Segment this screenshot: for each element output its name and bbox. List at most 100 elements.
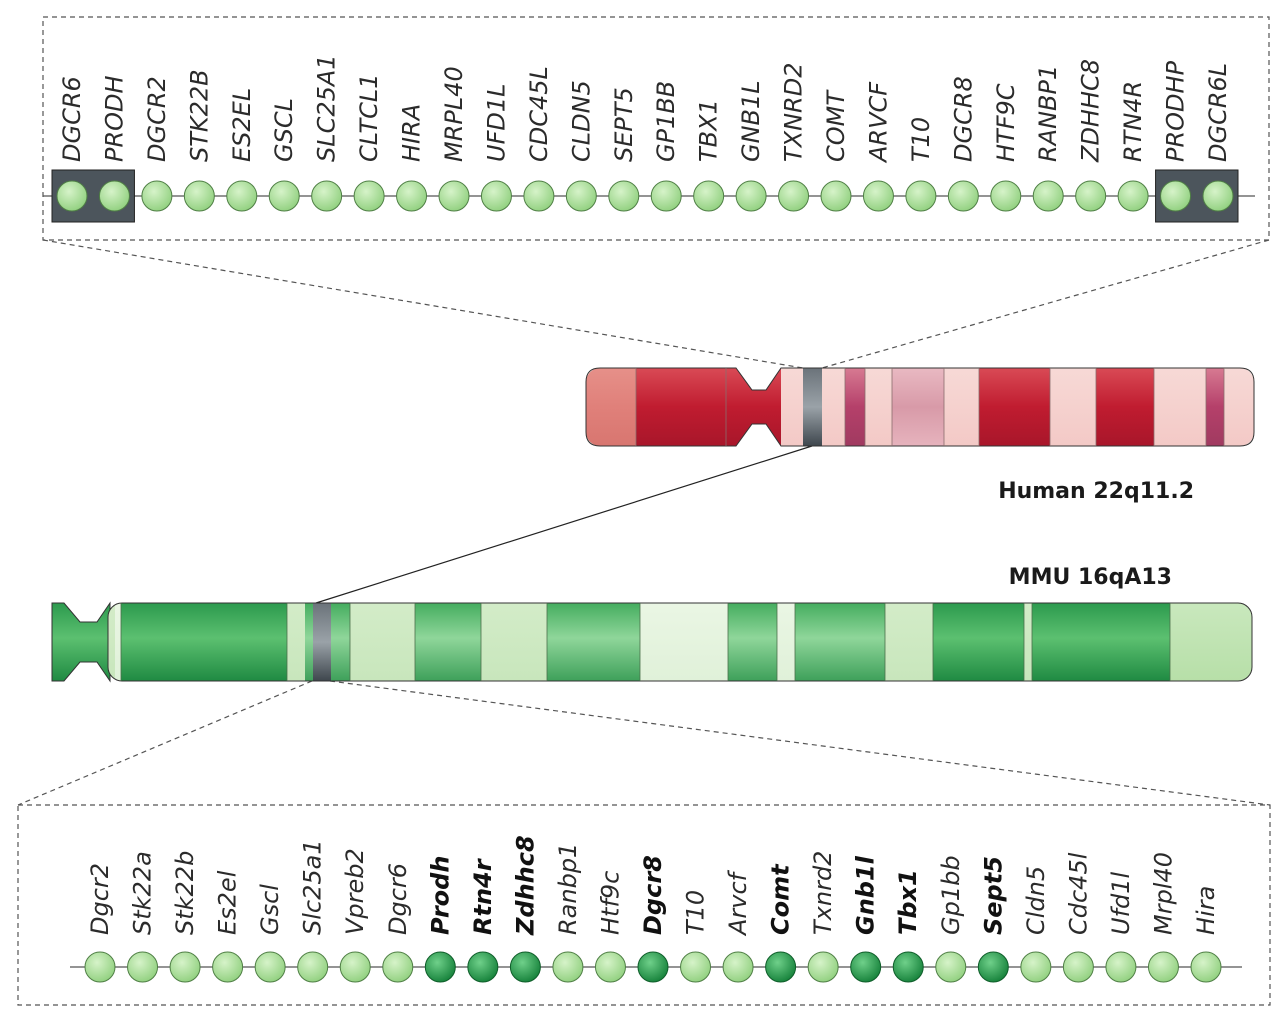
mouse-gene-marker-vpreb2 xyxy=(339,951,371,983)
mouse-gene-marker-zdhhc8 xyxy=(509,951,541,983)
human-gene-marker-rtn4r xyxy=(1117,180,1149,212)
mouse-gene-label-cldn5: Cldn5 xyxy=(1022,866,1050,935)
human-gene-marker-comt xyxy=(820,180,852,212)
human-gene-marker-mrpl40 xyxy=(438,180,470,212)
mouse-gene-marker-gp1bb xyxy=(935,951,967,983)
human-gene-label-gnb1l: GNB1L xyxy=(737,80,765,162)
human-gene-marker-htf9c xyxy=(990,180,1022,212)
mouse-gene-marker-arvcf xyxy=(722,951,754,983)
mouse-gene-label-ufd1l: Ufd1l xyxy=(1107,871,1135,935)
human-gene-label-rtn4r: RTN4R xyxy=(1119,81,1147,162)
mouse-gene-marker-gscl xyxy=(254,951,286,983)
human-chromosome-label: Human 22q11.2 xyxy=(998,479,1194,504)
human-gene-marker-dgcr6l xyxy=(1202,180,1234,212)
mouse-gene-label-slc25a1: Slc25a1 xyxy=(299,839,327,935)
human-gene-label-slc25a1: SLC25A1 xyxy=(313,54,341,162)
human-gene-label-hira: HIRA xyxy=(398,104,426,162)
mouse-gene-marker-t10 xyxy=(680,951,712,983)
mouse-gene-label-gp1bb: Gp1bb xyxy=(937,855,965,935)
mouse-gene-label-mrpl40: Mrpl40 xyxy=(1149,852,1177,935)
mouse-gene-label-txnrd2: Txnrd2 xyxy=(809,851,837,935)
mouse-gene-marker-ranbp1 xyxy=(552,951,584,983)
zoom-connector-right-top xyxy=(821,239,1270,369)
human-gene-label-arvcf: ARVCF xyxy=(864,81,892,164)
mouse-gene-marker-comt xyxy=(765,951,797,983)
synteny-link-line xyxy=(315,445,813,604)
mouse-chromosome-label: MMU 16qA13 xyxy=(1009,565,1172,590)
mouse-lcr-band xyxy=(313,603,331,681)
mouse-gene-marker-cdc45l xyxy=(1062,951,1094,983)
mouse-gene-marker-hira xyxy=(1190,951,1222,983)
mouse-gene-label-tbx1: Tbx1 xyxy=(894,869,922,935)
mouse-gene-marker-tbx1 xyxy=(892,951,924,983)
mouse-gene-marker-htf9c xyxy=(594,951,626,983)
mouse-gene-label-gnb1l: Gnb1l xyxy=(852,855,880,935)
mouse-gene-marker-ufd1l xyxy=(1105,951,1137,983)
mouse-gene-marker-prodh xyxy=(424,951,456,983)
mouse-gene-label-gscl: Gscl xyxy=(256,884,284,935)
human-gene-marker-stk22b xyxy=(183,180,215,212)
human-gene-label-stk22b: STK22B xyxy=(185,69,213,162)
mouse-gene-marker-sept5 xyxy=(977,951,1009,983)
human-gene-label-htf9c: HTF9C xyxy=(992,83,1020,162)
human-gene-marker-cdc45l xyxy=(523,180,555,212)
human-gene-label-txnrd2: TXNRD2 xyxy=(780,63,808,162)
human-gene-marker-t10 xyxy=(905,180,937,212)
zoom-connector-right-bottom xyxy=(329,680,1271,806)
mouse-gene-label-dgcr8: Dgcr8 xyxy=(639,855,667,935)
human-gene-marker-ranbp1 xyxy=(1032,180,1064,212)
mouse-gene-label-arvcf: Arvcf xyxy=(724,869,752,937)
human-region-zoom-box xyxy=(42,16,1270,241)
human-gene-marker-tbx1 xyxy=(693,180,725,212)
mouse-gene-label-sept5: Sept5 xyxy=(979,856,1007,935)
mouse-gene-label-stk22a: Stk22a xyxy=(129,851,157,935)
human-gene-marker-gp1bb xyxy=(650,180,682,212)
human-gene-label-prodhp: PRODHP xyxy=(1162,60,1190,162)
human-gene-label-mrpl40: MRPL40 xyxy=(440,66,468,162)
human-gene-label-ufd1l: UFD1L xyxy=(482,84,510,163)
human-gene-label-cdc45l: CDC45L xyxy=(525,66,553,162)
human-gene-marker-gnb1l xyxy=(735,180,767,212)
human-gene-label-gp1bb: GP1BB xyxy=(652,81,680,162)
human-gene-label-zdhhc8: ZDHHC8 xyxy=(1077,59,1105,163)
mouse-gene-label-t10: T10 xyxy=(682,890,710,935)
human-gene-marker-dgcr8 xyxy=(947,180,979,212)
human-gene-label-gscl: GSCL xyxy=(270,98,298,162)
human-gene-track: DGCR6 PRODH DGCR2 STK22B ES2EL GSCL SLC25A1 CLT… xyxy=(56,54,1234,212)
human-gene-label-ranbp1: RANBP1 xyxy=(1034,65,1062,162)
mouse-gene-label-stk22b: Stk22b xyxy=(171,851,199,935)
mouse-gene-track: Dgcr2 Stk22a Stk22b Es2el Gscl Slc25a1 Vpreb2 D… xyxy=(84,835,1222,983)
mouse-gene-label-zdhhc8: Zdhhc8 xyxy=(511,835,539,936)
human-gene-marker-txnrd2 xyxy=(778,180,810,212)
human-gene-label-es2el: ES2EL xyxy=(228,88,256,162)
human-gene-label-dgcr6: DGCR6 xyxy=(58,76,86,162)
mouse-gene-marker-dgcr6 xyxy=(382,951,414,983)
human-chromosome xyxy=(585,367,1255,447)
zoom-connector-left-top xyxy=(42,239,804,369)
mouse-gene-label-vpreb2: Vpreb2 xyxy=(341,848,369,935)
mouse-gene-marker-es2el xyxy=(212,951,244,983)
human-gene-marker-cltcl1 xyxy=(353,180,385,212)
mouse-gene-label-dgcr6: Dgcr6 xyxy=(384,863,412,935)
human-lcr-band xyxy=(803,368,822,446)
human-gene-label-cldn5: CLDN5 xyxy=(567,80,595,162)
mouse-gene-marker-cldn5 xyxy=(1020,951,1052,983)
human-gene-label-dgcr8: DGCR8 xyxy=(949,76,977,162)
mouse-gene-marker-mrpl40 xyxy=(1147,951,1179,983)
mouse-gene-marker-dgcr2 xyxy=(84,951,116,983)
human-gene-label-prodh: PRODH xyxy=(100,75,128,162)
mouse-gene-marker-dgcr8 xyxy=(637,951,669,983)
human-gene-marker-arvcf xyxy=(862,180,894,212)
human-gene-marker-hira xyxy=(396,180,428,212)
human-gene-label-sept5: SEPT5 xyxy=(610,87,638,162)
mouse-gene-marker-stk22b xyxy=(169,951,201,983)
mouse-gene-label-es2el: Es2el xyxy=(214,870,242,935)
human-gene-marker-slc25a1 xyxy=(311,180,343,212)
human-gene-marker-zdhhc8 xyxy=(1075,180,1107,212)
mouse-gene-label-comt: Comt xyxy=(767,863,795,935)
human-gene-label-tbx1: TBX1 xyxy=(695,99,723,162)
mouse-gene-marker-stk22a xyxy=(127,951,159,983)
mouse-chromosome xyxy=(51,601,1253,683)
human-gene-label-dgcr2: DGCR2 xyxy=(143,76,171,162)
